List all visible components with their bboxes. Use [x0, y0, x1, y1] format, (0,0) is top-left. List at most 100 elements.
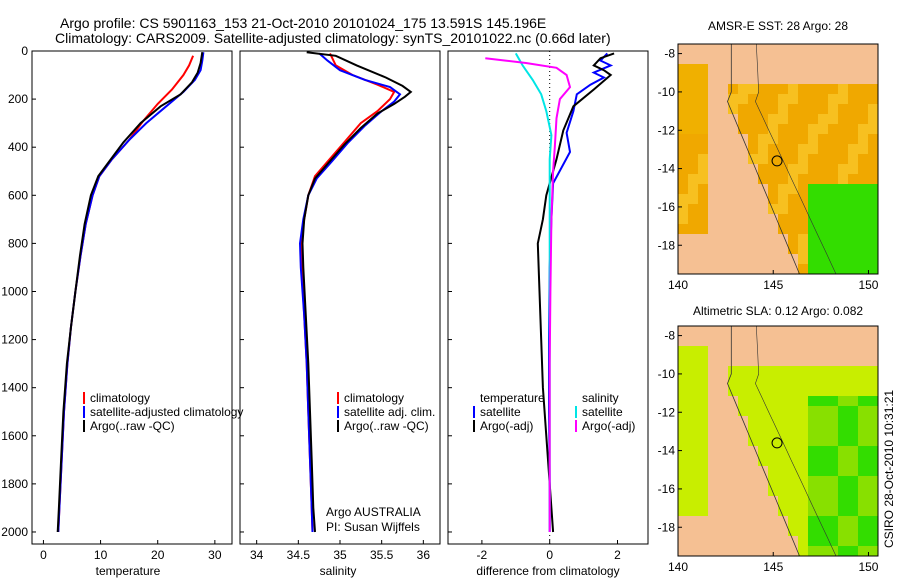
map-cell — [678, 386, 688, 396]
legend-label-sal-argo: Argo(-adj) — [582, 419, 635, 433]
map-cell — [868, 204, 878, 214]
map-cell — [828, 496, 838, 506]
map-cell — [748, 94, 758, 104]
map-cell — [838, 436, 848, 446]
series-climatology — [299, 52, 396, 533]
map-cell — [798, 264, 808, 274]
map-cell — [838, 526, 848, 536]
map-cell — [848, 506, 858, 516]
map-cell — [798, 194, 808, 204]
map-cell — [848, 244, 858, 254]
sst-map-title: AMSR-E SST: 28 Argo: 28 — [708, 19, 848, 33]
map-cell — [758, 396, 768, 406]
map-cell — [848, 386, 858, 396]
map-cell — [688, 154, 698, 164]
difference-panel-frame — [447, 50, 649, 545]
map-cell — [798, 84, 808, 94]
map-cell — [778, 406, 788, 416]
map-cell — [858, 114, 868, 124]
map-cell — [858, 456, 868, 466]
map-cell — [738, 84, 748, 94]
map-cell — [808, 124, 818, 134]
map-cell — [808, 164, 818, 174]
map-cell — [838, 184, 848, 194]
map-cell — [858, 144, 868, 154]
map-cell — [798, 426, 808, 436]
map-x-tick-label: 145 — [763, 278, 783, 292]
map-cell — [868, 386, 878, 396]
map-cell — [848, 376, 858, 386]
map-cell — [818, 366, 828, 376]
map-cell — [828, 174, 838, 184]
map-cell — [688, 436, 698, 446]
series-temperature-satellite — [548, 52, 614, 532]
map-cell — [678, 366, 688, 376]
map-cell — [858, 516, 868, 526]
map-cell — [868, 546, 878, 556]
map-cell — [768, 164, 778, 174]
map-cell — [848, 254, 858, 264]
map-cell — [868, 506, 878, 516]
map-cell — [688, 64, 698, 74]
map-cell — [828, 204, 838, 214]
map-cell — [688, 446, 698, 456]
map-cell — [838, 164, 848, 174]
map-cell — [868, 224, 878, 234]
map-cell — [758, 416, 768, 426]
x-tick-label: -2 — [477, 548, 488, 562]
map-cell — [698, 154, 708, 164]
map-cell — [798, 114, 808, 124]
map-cell — [828, 466, 838, 476]
map-cell — [828, 436, 838, 446]
map-cell — [808, 376, 818, 386]
map-cell — [868, 396, 878, 406]
map-cell — [798, 406, 808, 416]
map-cell — [838, 124, 848, 134]
map-cell — [728, 94, 738, 104]
map-cell — [828, 84, 838, 94]
map-cell — [858, 526, 868, 536]
map-cell — [818, 134, 828, 144]
map-cell — [828, 476, 838, 486]
series-argo-raw-qc- — [301, 51, 413, 533]
map-cell — [698, 506, 708, 516]
map-cell — [858, 376, 868, 386]
map-cell — [778, 366, 788, 376]
map-cell — [858, 436, 868, 446]
map-cell — [698, 456, 708, 466]
map-cell — [688, 184, 698, 194]
map-cell — [838, 154, 848, 164]
map-cell — [698, 376, 708, 386]
map-cell — [868, 174, 878, 184]
map-y-tick-label: -10 — [658, 367, 676, 381]
map-cell — [868, 516, 878, 526]
map-cell — [688, 486, 698, 496]
map-cell — [698, 164, 708, 174]
map-cell — [688, 134, 698, 144]
map-cell — [838, 94, 848, 104]
map-cell — [848, 426, 858, 436]
title-line-1: Argo profile: CS 5901163_153 21-Oct-2010… — [60, 15, 547, 31]
map-cell — [738, 376, 748, 386]
map-cell — [688, 144, 698, 154]
map-cell — [808, 386, 818, 396]
x-tick-label: 10 — [94, 548, 108, 562]
map-x-tick-label: 150 — [858, 278, 878, 292]
map-cell — [868, 114, 878, 124]
map-cell — [778, 446, 788, 456]
map-cell — [688, 94, 698, 104]
map-cell — [858, 406, 868, 416]
map-cell — [798, 436, 808, 446]
map-cell — [738, 94, 748, 104]
map-cell — [838, 496, 848, 506]
map-cell — [688, 104, 698, 114]
map-cell — [748, 134, 758, 144]
map-cell — [848, 396, 858, 406]
map-cell — [768, 406, 778, 416]
map-cell — [678, 224, 688, 234]
legend-label-satellite: satellite-adjusted climatology — [90, 405, 243, 419]
map-cell — [828, 426, 838, 436]
map-cell — [748, 124, 758, 134]
map-cell — [688, 466, 698, 476]
